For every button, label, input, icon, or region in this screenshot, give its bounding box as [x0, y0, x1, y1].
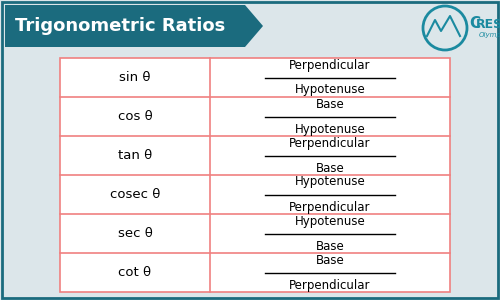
Text: Hypotenuse: Hypotenuse	[294, 176, 366, 188]
Text: cos θ: cos θ	[118, 110, 152, 123]
Text: cosec θ: cosec θ	[110, 188, 160, 201]
Text: Base: Base	[316, 239, 344, 253]
Text: tan θ: tan θ	[118, 149, 152, 162]
Text: sin θ: sin θ	[120, 71, 151, 84]
Text: sec θ: sec θ	[118, 227, 152, 240]
Text: Base: Base	[316, 161, 344, 175]
Text: Hypotenuse: Hypotenuse	[294, 122, 366, 136]
Text: Hypotenuse: Hypotenuse	[294, 214, 366, 227]
Polygon shape	[5, 5, 263, 47]
Text: Perpendicular: Perpendicular	[289, 200, 371, 214]
Text: cot θ: cot θ	[118, 266, 152, 279]
Text: Perpendicular: Perpendicular	[289, 136, 371, 149]
Text: Olympiad: Olympiad	[479, 32, 500, 38]
Text: C: C	[469, 16, 480, 32]
Text: REST: REST	[476, 17, 500, 31]
Bar	[60, 58, 450, 292]
Text: Base: Base	[316, 254, 344, 266]
Text: Perpendicular: Perpendicular	[289, 278, 371, 292]
Text: Base: Base	[316, 98, 344, 110]
Text: Hypotenuse: Hypotenuse	[294, 83, 366, 97]
Text: Trigonometric Ratios: Trigonometric Ratios	[15, 17, 225, 35]
Bar	[60, 58, 450, 292]
Text: Perpendicular: Perpendicular	[289, 58, 371, 71]
